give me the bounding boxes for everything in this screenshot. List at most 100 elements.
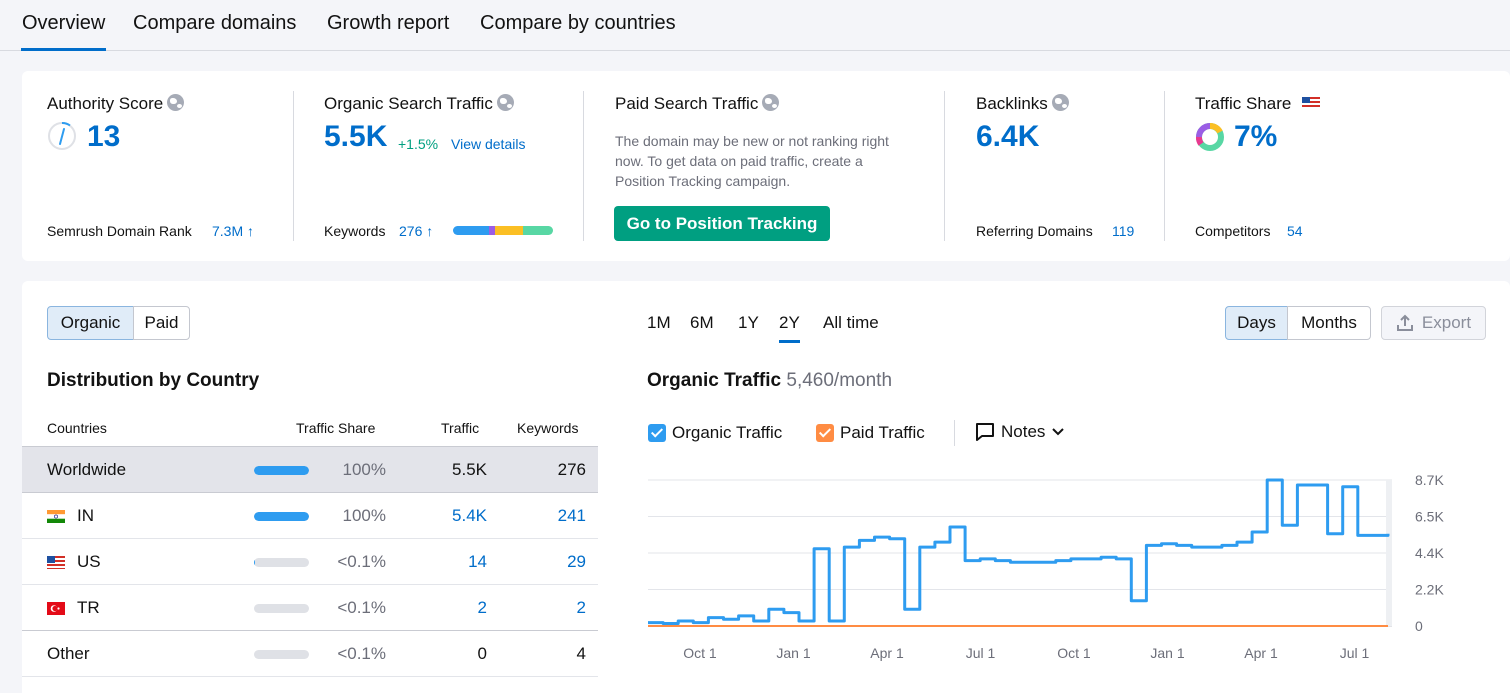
authority-score-value: 13 xyxy=(87,120,121,153)
india-flag-icon xyxy=(47,510,65,523)
traffic-value: 5.5K xyxy=(452,460,487,479)
chart-title-text: Organic Traffic xyxy=(647,370,782,391)
country-name: Other xyxy=(47,644,90,663)
y-tick-label: 0 xyxy=(1415,618,1423,634)
col-countries: Countries xyxy=(47,420,107,436)
backlinks-title: Backlinks xyxy=(976,94,1069,114)
turkey-flag-icon xyxy=(47,602,65,615)
share-percent: 100% xyxy=(342,460,386,479)
period-6m[interactable]: 6M xyxy=(690,313,714,332)
keywords-value: 4 xyxy=(576,644,586,663)
traffic-value[interactable]: 5.4K xyxy=(452,506,487,525)
view-details-link[interactable]: View details xyxy=(451,136,526,152)
traffic-value[interactable]: 2 xyxy=(477,598,487,617)
globe-icon xyxy=(167,94,185,111)
x-tick-label: Apr 1 xyxy=(870,645,904,661)
share-bar-fill xyxy=(254,512,309,521)
organic-traffic-title: Organic Search Traffic xyxy=(324,94,514,114)
backlinks-label: Backlinks xyxy=(976,94,1048,113)
x-tick-label: Oct 1 xyxy=(1057,645,1091,661)
share-bar xyxy=(254,512,309,521)
paid-traffic-label: Paid Search Traffic xyxy=(615,94,759,113)
keywords-value[interactable]: 276 ↑ xyxy=(399,223,434,239)
tab-compare-by-countries[interactable]: Compare by countries xyxy=(480,12,676,34)
chart-subtitle: 5,460/month xyxy=(786,370,893,391)
traffic-share-title: Traffic Share xyxy=(1195,94,1321,114)
paid-toggle-button[interactable]: Paid xyxy=(133,306,190,340)
current-period-band xyxy=(1386,480,1392,626)
country-name: TR xyxy=(77,598,100,617)
distribution-title: Distribution by Country xyxy=(47,370,260,391)
paid-traffic-title: Paid Search Traffic xyxy=(615,94,780,114)
period-1m[interactable]: 1M xyxy=(647,313,671,332)
us-flag-icon xyxy=(47,556,65,569)
table-row[interactable]: Other <0.1% 0 4 xyxy=(22,631,598,677)
period-all-time[interactable]: All time xyxy=(823,313,879,332)
traffic-value: 0 xyxy=(477,644,487,663)
globe-icon xyxy=(496,94,514,111)
country-name: IN xyxy=(77,506,94,525)
organic-toggle-button[interactable]: Organic xyxy=(47,306,134,340)
months-toggle-button[interactable]: Months xyxy=(1287,306,1371,340)
x-tick-label: Apr 1 xyxy=(1244,645,1278,661)
domain-rank-value[interactable]: 7.3M ↑ xyxy=(212,223,255,239)
organic-traffic-legend-label: Organic Traffic xyxy=(672,423,783,442)
legend-divider xyxy=(954,420,955,446)
keywords-value[interactable]: 2 xyxy=(576,598,586,617)
tab-compare-domains[interactable]: Compare domains xyxy=(133,12,297,34)
share-bar-fill xyxy=(254,558,255,567)
organic-traffic-chart: 8.7K 6.5K 4.4K 2.2K 0 Oct 1 Jan 1 Apr 1 Jul 1 Oct… xyxy=(648,472,1444,661)
share-bar xyxy=(254,650,309,659)
globe-icon xyxy=(762,94,780,111)
period-2y[interactable]: 2Y xyxy=(779,313,800,343)
keywords-value: 276 xyxy=(557,460,586,479)
period-1y[interactable]: 1Y xyxy=(738,313,759,332)
divider xyxy=(1164,91,1165,241)
days-toggle-button[interactable]: Days xyxy=(1225,306,1288,340)
keywords-label: Keywords xyxy=(324,223,386,239)
referring-domains-value[interactable]: 119 xyxy=(1112,223,1135,239)
x-tick-label: Jul 1 xyxy=(1340,645,1370,661)
table-row[interactable]: TR <0.1% 2 2 xyxy=(22,585,598,631)
series-line-organic xyxy=(648,478,1390,625)
tab-overview[interactable]: Overview xyxy=(20,12,107,51)
country-name: US xyxy=(77,552,101,571)
chart-title: Organic Traffic 5,460/month xyxy=(647,370,892,392)
divider xyxy=(583,91,584,241)
table-row[interactable]: IN 100% 5.4K 241 xyxy=(22,493,598,539)
authority-score-title: Authority Score xyxy=(47,94,185,114)
x-tick-label: Jan 1 xyxy=(776,645,810,661)
tab-growth-report[interactable]: Growth report xyxy=(327,12,450,34)
notes-icon xyxy=(976,423,994,441)
backlinks-value: 6.4K xyxy=(976,120,1040,153)
paid-traffic-checkbox[interactable] xyxy=(816,424,834,442)
notes-dropdown[interactable]: Notes xyxy=(975,422,1065,442)
authority-gauge-icon xyxy=(48,122,76,150)
competitors-label: Competitors xyxy=(1195,223,1271,239)
export-button[interactable]: Export xyxy=(1381,306,1486,340)
export-icon xyxy=(1396,314,1413,331)
globe-icon xyxy=(1051,94,1069,111)
keywords-value[interactable]: 29 xyxy=(567,552,586,571)
organic-change: +1.5% xyxy=(398,136,439,152)
go-to-position-tracking-button[interactable]: Go to Position Tracking xyxy=(614,206,830,241)
share-percent: <0.1% xyxy=(337,598,386,617)
x-tick-label: Oct 1 xyxy=(683,645,717,661)
x-tick-label: Jan 1 xyxy=(1150,645,1184,661)
keywords-value[interactable]: 241 xyxy=(557,506,586,525)
traffic-value[interactable]: 14 xyxy=(468,552,487,571)
paid-traffic-message: The domain may be new or not ranking rig… xyxy=(615,133,889,189)
organic-traffic-checkbox[interactable] xyxy=(648,424,666,442)
share-bar xyxy=(254,466,309,475)
table-row[interactable]: Worldwide 100% 5.5K 276 xyxy=(22,447,598,493)
country-name: Worldwide xyxy=(47,460,127,479)
organic-traffic-value: 5.5K xyxy=(324,120,388,153)
share-percent: 100% xyxy=(342,506,386,525)
share-bar-fill xyxy=(254,466,309,475)
competitors-value[interactable]: 54 xyxy=(1287,223,1303,239)
table-row[interactable]: US <0.1% 14 29 xyxy=(22,539,598,585)
share-percent: <0.1% xyxy=(337,552,386,571)
referring-domains-label: Referring Domains xyxy=(976,223,1093,239)
export-label: Export xyxy=(1421,313,1472,332)
divider xyxy=(944,91,945,241)
